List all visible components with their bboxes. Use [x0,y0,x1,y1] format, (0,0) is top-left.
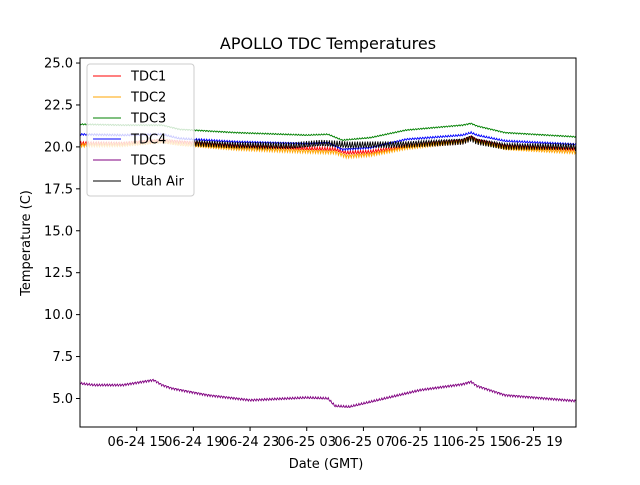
tick-layer: 5.0 7.5 10.0 12.5 15.0 17.5 20.0 22.5 25.0 06-24 … [44,57,563,450]
series-line-utah-air [192,135,576,152]
legend-label: TDC2 [130,91,166,106]
y-tick-label: 12.5 [44,266,73,281]
y-tick-label: 10.0 [44,308,73,323]
legend-label: Utah Air [131,175,184,190]
legend-label: TDC4 [130,133,166,148]
y-tick-label: 22.5 [44,98,73,113]
series-line-tdc5 [80,378,576,408]
x-tick-label: 06-24 23 [221,435,279,450]
x-tick-label: 06-24 19 [164,435,222,450]
y-tick-label: 20.0 [44,140,73,155]
y-tick-label: 5.0 [52,392,73,407]
legend-label: TDC1 [130,70,166,85]
x-tick-label: 06-25 07 [334,435,392,450]
y-tick-label: 7.5 [52,350,73,365]
chart-title: APOLLO TDC Temperatures [220,34,436,53]
legend-label: TDC5 [130,154,166,169]
legend: TDC1 TDC2 TDC3 TDC4 TDC5 Utah Air [86,63,195,197]
y-axis-label: Temperature (C) [19,190,34,297]
y-tick-label: 17.5 [44,182,73,197]
x-tick-label: 06-25 15 [448,435,506,450]
legend-label: TDC3 [130,112,166,127]
plot-frame [79,57,577,428]
x-tick-label: 06-25 03 [278,435,336,450]
x-tick-label: 06-24 15 [107,435,165,450]
y-tick-label: 15.0 [44,224,73,239]
y-tick-label: 25.0 [44,57,73,72]
x-tick-label: 06-25 11 [391,435,449,450]
x-axis-label: Date (GMT) [289,457,364,472]
x-tick-label: 06-25 19 [504,435,562,450]
